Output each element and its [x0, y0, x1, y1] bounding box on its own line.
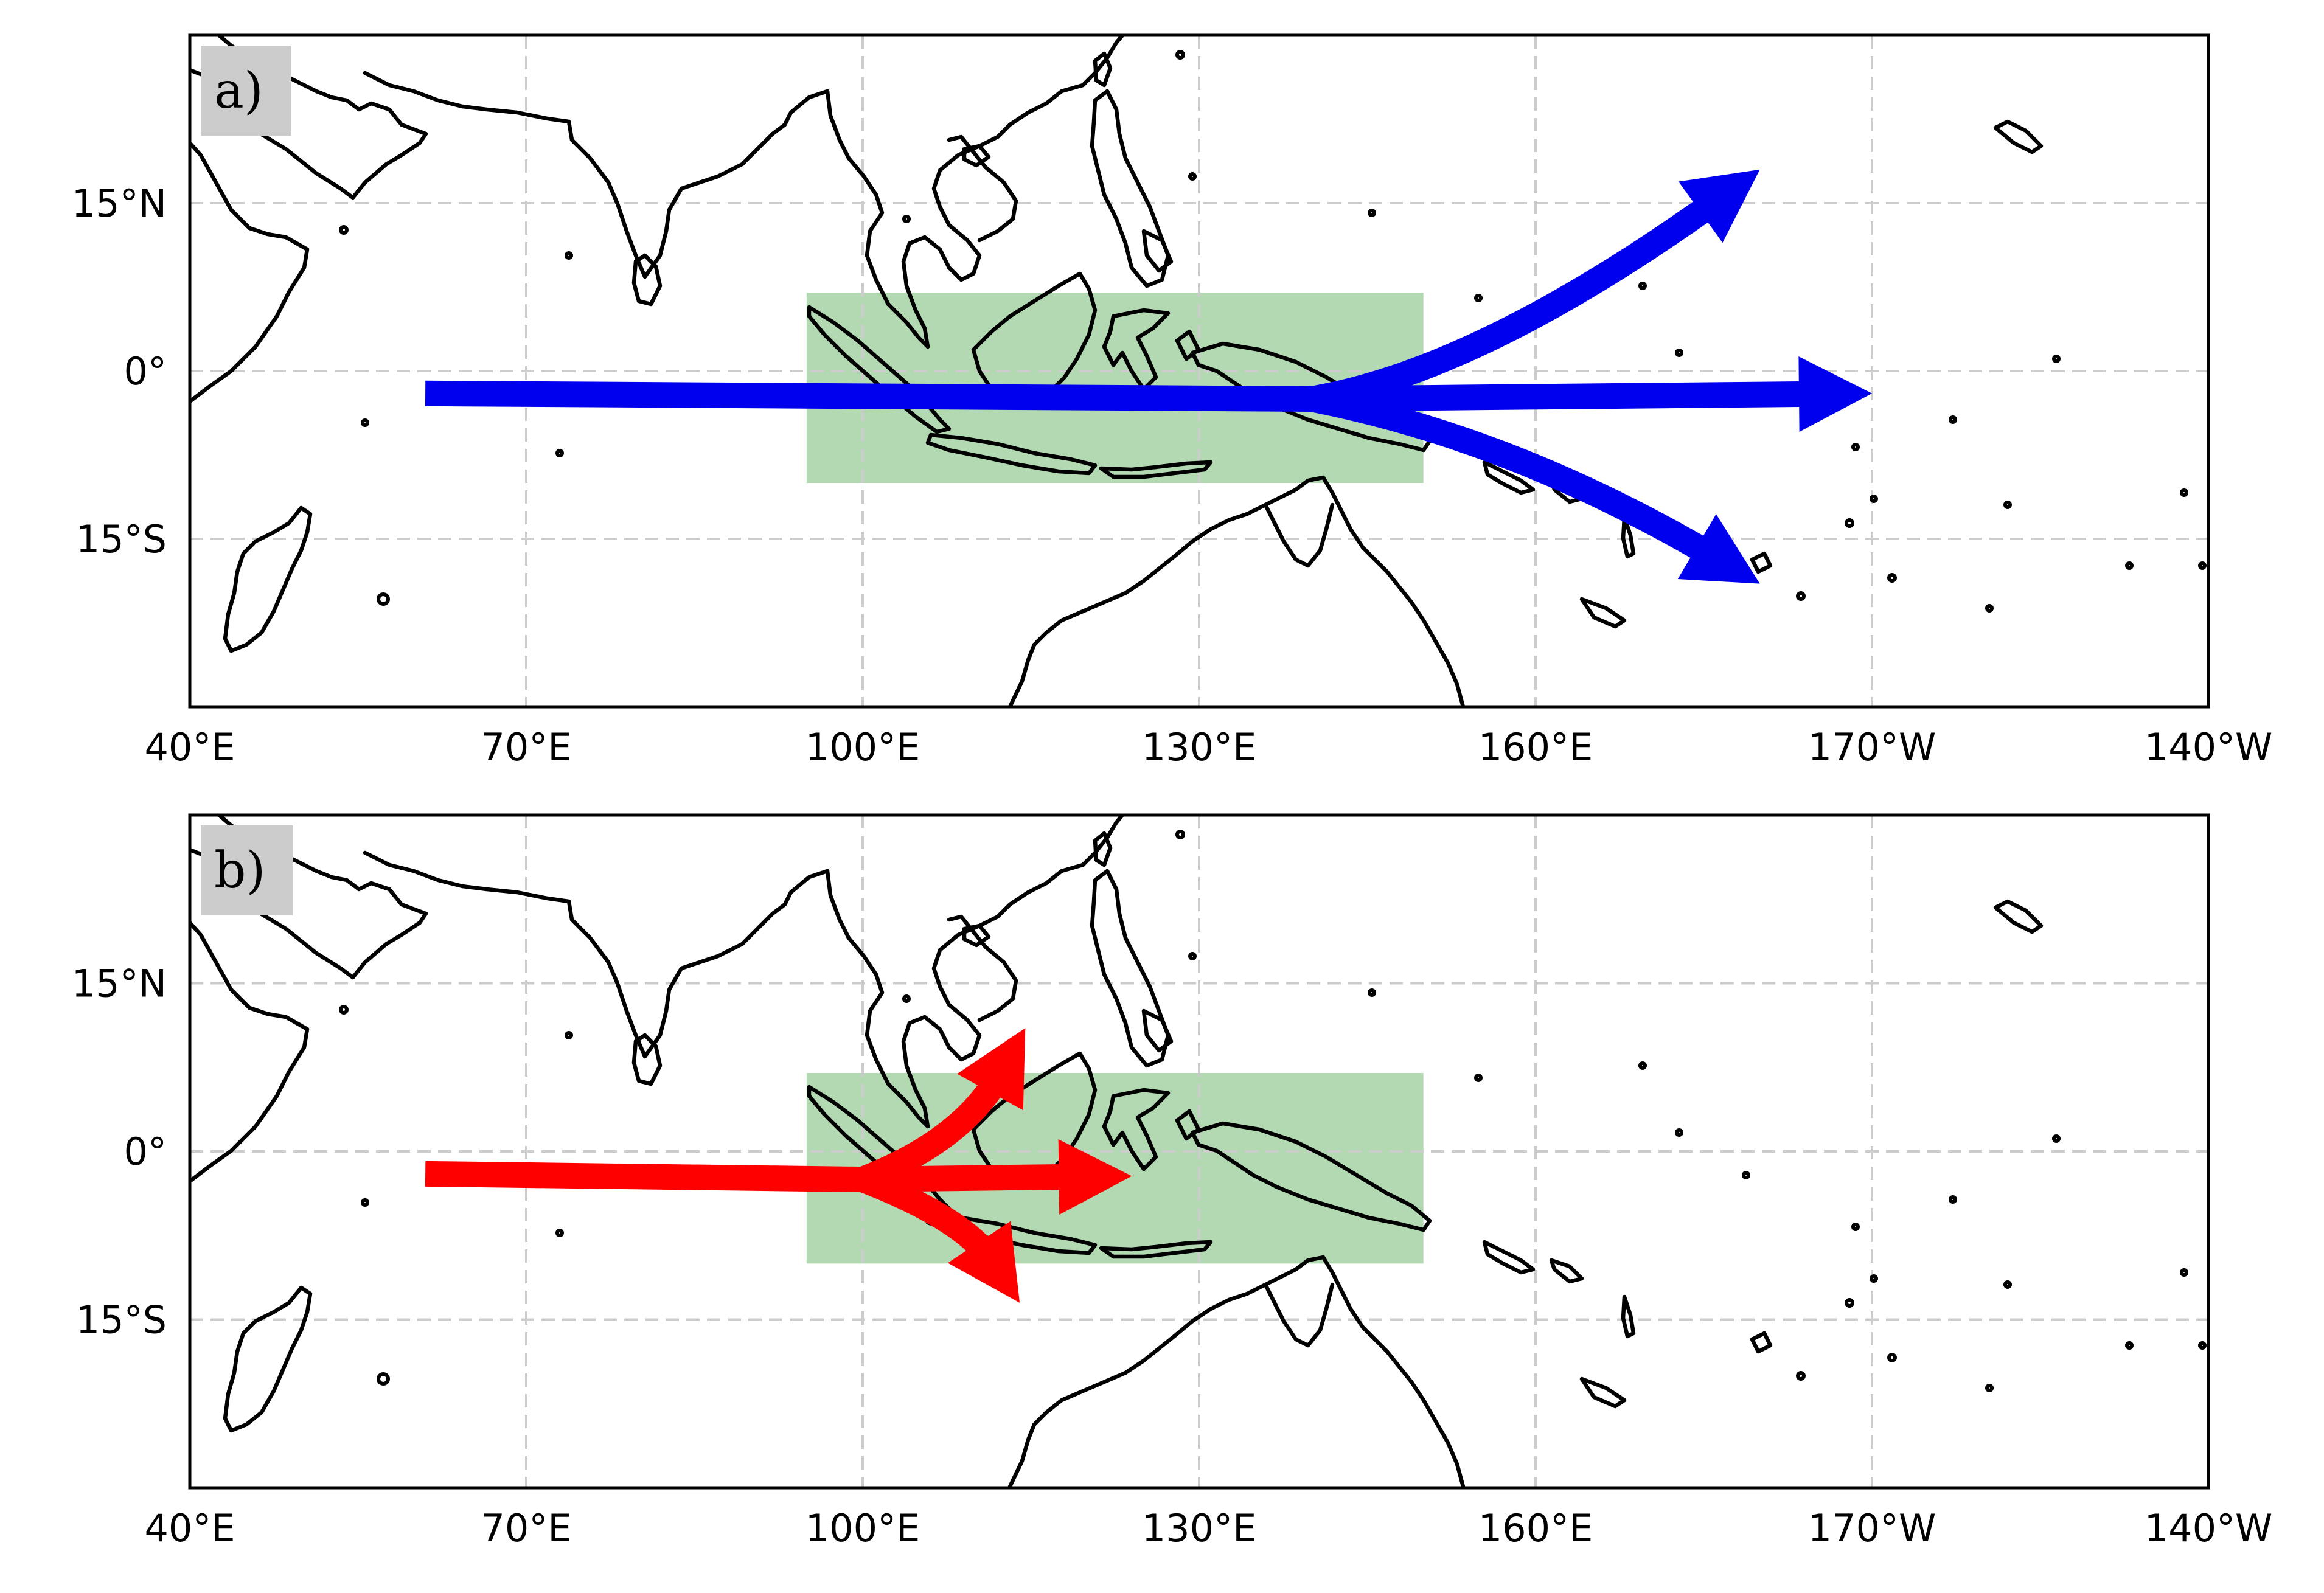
- x-axis-ticks: 40°E 70°E 100°E 130°E 160°E 170°W 140°W: [144, 1506, 2272, 1550]
- x-tick-label: 70°E: [481, 725, 571, 769]
- x-tick-label: 100°E: [805, 725, 920, 769]
- arrow-south-head: [1677, 514, 1760, 584]
- arrow-east-head: [1798, 356, 1872, 432]
- gridlines: [190, 35, 2208, 707]
- y-tick-label: 15°S: [76, 1298, 167, 1342]
- arrow-north-head: [957, 1028, 1026, 1111]
- y-tick-label: 15°S: [76, 517, 167, 561]
- x-tick-label: 170°W: [1808, 1506, 1936, 1550]
- x-tick-label: 140°W: [2145, 725, 2273, 769]
- y-tick-label: 0°: [124, 1130, 167, 1174]
- arrow-stem-shaft: [425, 380, 1312, 412]
- arrow-east-shaft: [862, 1164, 1081, 1193]
- arrow-south-shaft: [1309, 386, 1722, 569]
- panel-label-box: [201, 825, 293, 915]
- y-axis-ticks: 15°N 0° 15°S: [72, 962, 167, 1342]
- x-tick-label: 160°E: [1478, 725, 1593, 769]
- gridlines: [190, 815, 2208, 1488]
- y-axis-ticks: 15°N 0° 15°S: [72, 181, 167, 561]
- arrow-north-head: [1679, 169, 1760, 243]
- map-frame: [188, 33, 2210, 709]
- y-tick-label: 15°N: [72, 181, 167, 226]
- map-panel-a: a) 40°E 70°E 100°E 130°E 160°E 170°W 140°W 15°…: [72, 33, 2272, 769]
- x-tick-label: 130°E: [1142, 725, 1257, 769]
- x-tick-label: 170°W: [1808, 725, 1936, 769]
- x-tick-label: 130°E: [1142, 1506, 1257, 1550]
- y-tick-label: 0°: [124, 349, 167, 394]
- x-tick-label: 40°E: [144, 1506, 235, 1550]
- arrow-east-head: [1058, 1139, 1132, 1215]
- flow-arrows: [425, 169, 1872, 584]
- arrow-east-shaft: [1311, 381, 1821, 412]
- map-panel-b: b) 40°E 70°E 100°E 130°E 160°E 170°W 140°W 15°…: [72, 813, 2272, 1550]
- flow-arrows: [425, 1028, 1132, 1303]
- panel-label-box: [201, 46, 291, 136]
- x-axis-ticks: 40°E 70°E 100°E 130°E 160°E 170°W 140°W: [144, 725, 2272, 769]
- y-tick-label: 15°N: [72, 962, 167, 1006]
- x-tick-label: 100°E: [805, 1506, 920, 1550]
- x-tick-label: 140°W: [2145, 1506, 2273, 1550]
- arrow-stem-shaft: [425, 1161, 863, 1193]
- map-frame: [188, 813, 2210, 1490]
- x-tick-label: 70°E: [481, 1506, 571, 1550]
- x-tick-label: 160°E: [1478, 1506, 1593, 1550]
- arrow-south-head: [947, 1221, 1020, 1303]
- panel-label: b): [214, 842, 265, 900]
- panel-label: a): [214, 62, 263, 120]
- x-tick-label: 40°E: [144, 725, 235, 769]
